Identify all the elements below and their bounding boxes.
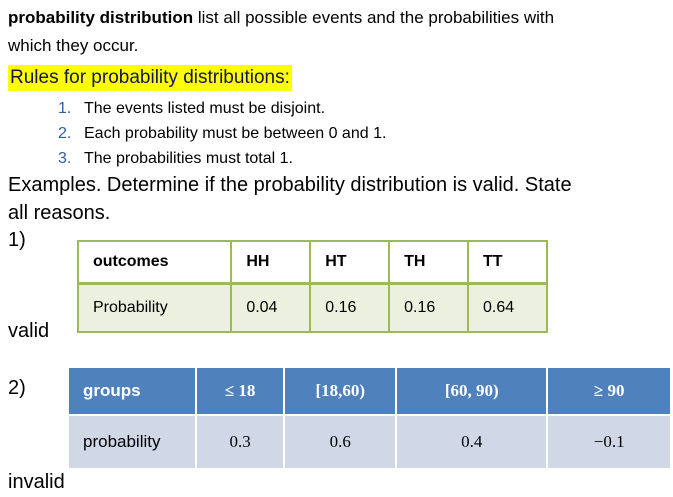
rule-item: 2. Each probability must be between 0 an… [58, 121, 386, 146]
example2-label: 2) [8, 377, 26, 399]
table-header-cell: outcomes [76, 240, 233, 285]
table-cell: 0.16 [309, 282, 391, 333]
table-header-row: groups ≤ 18 [18,60) [60, 90) ≥ 90 [67, 366, 672, 416]
table-header-cell: TH [388, 240, 470, 285]
example1-answer: valid [8, 320, 50, 342]
table-cell: 0.16 [388, 282, 470, 333]
table-cell: 0.4 [395, 414, 549, 470]
examples-instructions: Examples. Determine if the probability d… [8, 171, 668, 227]
rule-number: 1. [58, 100, 72, 117]
example1-label: 1) [8, 229, 26, 251]
table-header-cell: groups [67, 366, 197, 416]
table-cell: −0.1 [546, 414, 672, 470]
rule-text: Each probability must be between 0 and 1… [84, 125, 387, 142]
rule-item: 3. The probabilities must total 1. [58, 146, 386, 171]
table-cell: 0.3 [194, 414, 286, 470]
table-cell: 0.64 [467, 282, 548, 333]
table-cell: 0.6 [283, 414, 398, 470]
rules-title: Rules for probability distributions: [8, 65, 292, 91]
table-cell: Probability [76, 282, 233, 333]
table-header-cell: ≤ 18 [194, 366, 286, 416]
example2-answer: invalid [8, 471, 65, 493]
rule-text: The probabilities must total 1. [84, 150, 293, 167]
table-header-cell: TT [467, 240, 548, 285]
intro-text-line1: list all possible events and the probabi… [193, 8, 555, 27]
table-row: probability 0.3 0.6 0.4 −0.1 [67, 414, 672, 470]
example2-table: groups ≤ 18 [18,60) [60, 90) ≥ 90 probab… [67, 366, 672, 470]
table-header-row: outcomes HH HT TH TT [76, 240, 548, 285]
rule-number: 3. [58, 150, 72, 167]
rule-text: The events listed must be disjoint. [84, 100, 326, 117]
table-header-cell: [18,60) [283, 366, 398, 416]
table-cell: probability [67, 414, 197, 470]
table-header-cell: HT [309, 240, 391, 285]
rules-list: 1. The events listed must be disjoint. 2… [58, 96, 386, 171]
table-header-cell: [60, 90) [395, 366, 549, 416]
rule-item: 1. The events listed must be disjoint. [58, 96, 386, 121]
examples-line1: Examples. Determine if the probability d… [8, 174, 572, 196]
table-header-cell: ≥ 90 [546, 366, 672, 416]
intro-text-line2: which they occur. [8, 36, 139, 55]
intro-paragraph: probability distribution list all possib… [8, 4, 663, 60]
table-cell: 0.04 [230, 282, 312, 333]
intro-bold-term: probability distribution [8, 8, 194, 27]
table-header-cell: HH [230, 240, 312, 285]
example1-table: outcomes HH HT TH TT Probability 0.04 0.… [76, 240, 548, 333]
examples-line2: all reasons. [8, 202, 111, 224]
rule-number: 2. [58, 125, 72, 142]
table-row: Probability 0.04 0.16 0.16 0.64 [76, 282, 548, 333]
